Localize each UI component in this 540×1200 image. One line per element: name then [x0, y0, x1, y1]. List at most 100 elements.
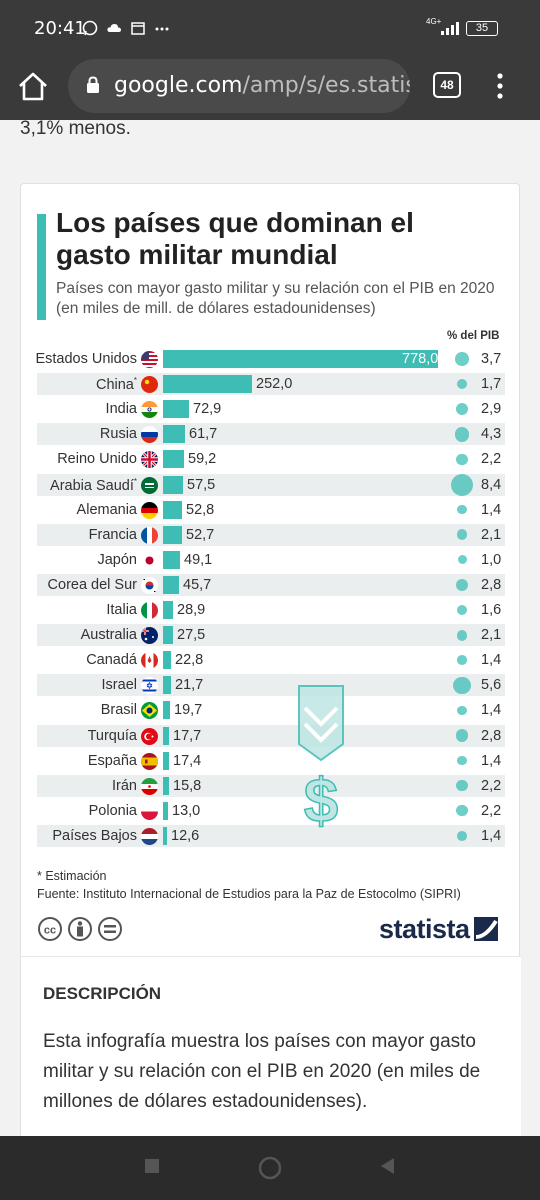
bar-value-label: 17,7	[173, 727, 202, 744]
cloud-icon	[107, 24, 121, 32]
bar	[163, 375, 252, 394]
title-accent-bar	[37, 214, 46, 320]
pib-value-label: 1,4	[481, 652, 502, 669]
ru-flag-icon	[141, 426, 158, 444]
pib-value-label: 5,6	[481, 677, 502, 694]
bar-value-label: 61,7	[189, 426, 218, 443]
pib-value-label: 2,1	[481, 627, 502, 644]
bar	[163, 601, 173, 619]
jp-flag-icon	[141, 551, 158, 569]
il-flag-icon	[141, 677, 158, 695]
chart-title: Los países que dominan el gasto militar …	[56, 207, 414, 270]
bar	[163, 801, 168, 820]
bar-value-label: 72,9	[193, 401, 222, 418]
medal-dollar-icon: $	[298, 685, 344, 829]
lock-icon	[87, 76, 99, 93]
network-type: 4G+	[426, 17, 442, 26]
signal-icon	[441, 22, 459, 35]
bar-value-label: 52,8	[186, 501, 215, 518]
chart-row: Polonia 13,0 2,2	[37, 800, 505, 822]
recent-apps-icon[interactable]	[142, 1156, 162, 1176]
home-icon[interactable]	[16, 70, 50, 104]
overflow-menu-icon[interactable]	[490, 70, 510, 102]
page-content: 3,1% menos. Los países que dominan el ga…	[0, 120, 540, 1136]
category-label: Corea del Sur	[47, 576, 137, 593]
pib-value-label: 1,6	[481, 602, 502, 618]
de-flag-icon	[141, 501, 158, 519]
chart-row: Francia 52,7 2,1	[37, 523, 505, 546]
chart-row: Reino Unido 59,2 2,2	[37, 448, 505, 470]
pib-value-label: 1,0	[481, 551, 502, 568]
bar	[163, 676, 171, 695]
url-bar[interactable]: google.com/amp/s/es.statis	[68, 59, 410, 113]
browser-toolbar: google.com/amp/s/es.statis 48	[0, 56, 540, 120]
chart-row: Australia 27,5 2,1	[37, 624, 505, 647]
bar	[163, 776, 169, 795]
category-label: España	[87, 752, 137, 769]
chart-row: Países Bajos 12,6 1,4	[37, 824, 505, 847]
tr-flag-icon	[141, 727, 158, 745]
status-time: 20:41	[34, 18, 86, 39]
pib-dot	[456, 805, 468, 817]
tab-switcher-button[interactable]: 48	[433, 72, 461, 98]
svg-text:$: $	[304, 767, 338, 829]
chart-row: Israel 21,7 5,6	[37, 674, 505, 697]
sa-flag-icon	[141, 476, 158, 494]
pib-value-label: 2,2	[481, 777, 502, 794]
category-label: Italia	[106, 602, 137, 618]
chart-row: Turquía 17,7 2,8	[37, 724, 505, 747]
battery-indicator: 35	[466, 21, 498, 36]
es-flag-icon	[141, 752, 158, 770]
pib-value-label: 2,2	[481, 802, 502, 819]
bar	[163, 525, 182, 544]
pib-value-label: 2,9	[481, 401, 502, 418]
chart-row: Corea del Sur 45,7 2,8	[37, 573, 505, 596]
more-notifications-icon	[155, 27, 169, 31]
pib-value-label: 8,4	[481, 476, 502, 493]
description-panel: DESCRIPCIÓN Esta infografía muestra los …	[21, 956, 521, 1136]
chart-subtitle: Países con mayor gasto militar y su rela…	[56, 280, 495, 317]
bar	[163, 826, 167, 845]
br-flag-icon	[141, 702, 158, 720]
chart-row: India 72,9 2,9	[37, 398, 505, 420]
bar-value-label: 49,1	[184, 551, 213, 568]
category-label: Alemania	[76, 501, 137, 518]
bar-value-label: 27,5	[177, 627, 206, 644]
in-flag-icon	[141, 401, 158, 419]
home-nav-icon[interactable]	[258, 1156, 282, 1180]
category-label: China*	[95, 376, 137, 393]
pib-column-header: % del PIB	[447, 330, 500, 342]
category-label: Israel	[101, 677, 137, 694]
url-domain: google.com	[114, 73, 243, 98]
description-body: Esta infografía muestra los países con m…	[43, 1031, 481, 1112]
bar-value-label: 15,8	[173, 777, 202, 794]
category-label: Turquía	[87, 727, 137, 744]
article-text-fragment: 3,1% menos.	[20, 120, 131, 139]
pib-dot	[456, 529, 468, 541]
category-label: India	[105, 401, 137, 418]
chart-row: Rusia 61,7 4,3	[37, 423, 505, 446]
pib-dot	[457, 831, 467, 841]
url-path: /amp/s/es.statis	[242, 73, 410, 98]
bar-value-label: 45,7	[183, 576, 212, 593]
fr-flag-icon	[141, 526, 158, 544]
ca-flag-icon	[141, 652, 158, 670]
chart-row: España 17,4 1,4	[37, 750, 505, 772]
bar	[163, 350, 438, 368]
pib-dot	[451, 473, 473, 496]
pib-dot	[455, 729, 469, 742]
bar-value-label: 778,0	[402, 351, 439, 367]
whatsapp-icon	[82, 20, 98, 36]
calendar-icon	[131, 22, 145, 35]
category-label: Países Bajos	[52, 827, 137, 844]
bar-value-label: 17,4	[173, 752, 202, 769]
pl-flag-icon	[141, 802, 158, 820]
description-heading: DESCRIPCIÓN	[43, 984, 162, 1003]
back-nav-icon[interactable]	[378, 1156, 396, 1176]
bar	[163, 475, 183, 494]
bar	[163, 575, 179, 594]
bar-value-label: 22,8	[175, 652, 204, 669]
ir-flag-icon	[141, 777, 158, 795]
pib-value-label: 2,8	[481, 727, 502, 744]
category-label: Estados Unidos	[35, 351, 137, 367]
